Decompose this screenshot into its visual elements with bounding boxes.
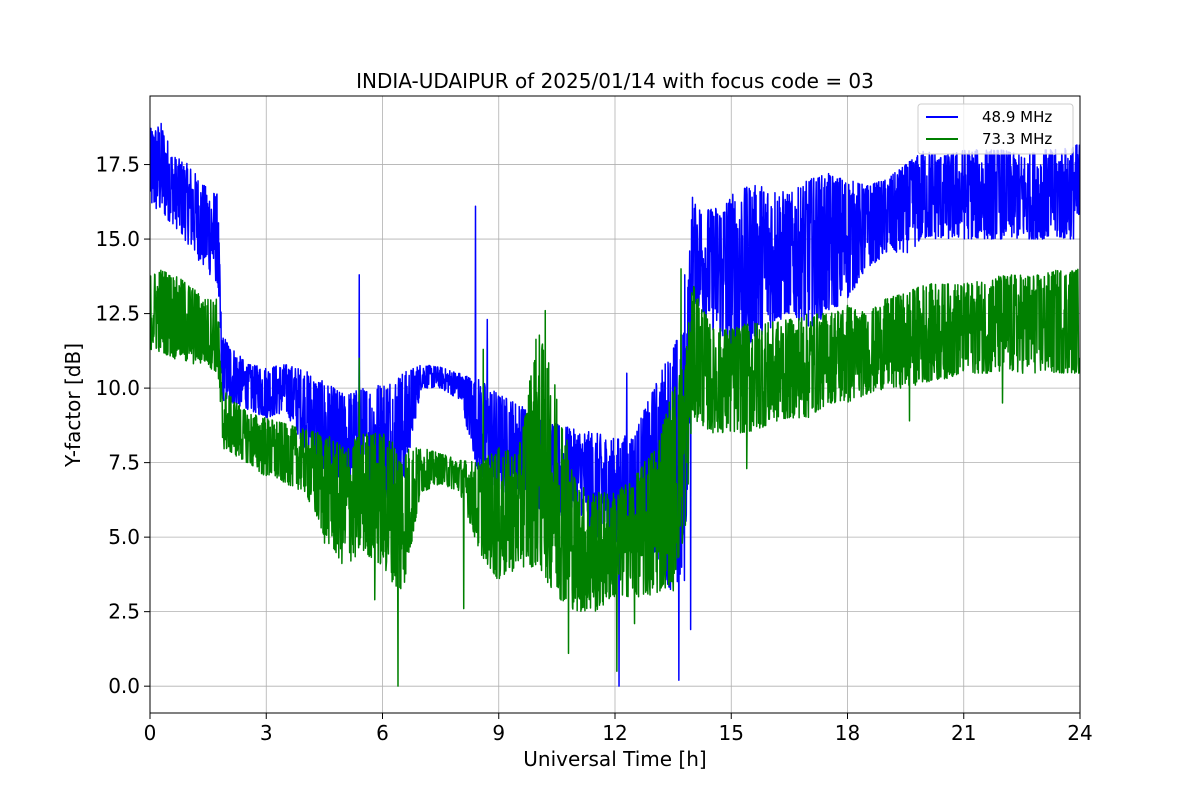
- legend-label: 48.9 MHz: [982, 108, 1052, 126]
- y-tick-label: 10.0: [95, 376, 140, 400]
- y-axis-label: Y-factor [dB]: [61, 343, 85, 468]
- x-tick-label: 9: [492, 721, 505, 745]
- x-tick-label: 6: [376, 721, 389, 745]
- x-tick-label: 21: [951, 721, 976, 745]
- y-tick-label: 12.5: [95, 302, 140, 326]
- y-tick-label: 7.5: [108, 451, 140, 475]
- chart-title: INDIA-UDAIPUR of 2025/01/14 with focus c…: [356, 69, 874, 93]
- y-tick-label: 15.0: [95, 227, 140, 251]
- legend: 48.9 MHz 73.3 MHz: [917, 103, 1074, 155]
- series-layer: [150, 122, 1080, 687]
- x-tick-label: 18: [835, 721, 860, 745]
- y-tick-label: 5.0: [108, 525, 140, 549]
- x-axis-label: Universal Time [h]: [523, 747, 706, 771]
- series-line-second: [150, 268, 1080, 687]
- x-tick-label: 12: [602, 721, 627, 745]
- x-tick-label: 3: [260, 721, 273, 745]
- x-tick-label: 0: [144, 721, 157, 745]
- legend-label: 73.3 MHz: [982, 130, 1052, 148]
- y-tick-label: 17.5: [95, 153, 140, 177]
- x-tick-label: 24: [1067, 721, 1092, 745]
- axis-ticks: 0 3 6 9 12 15 18 21 24 0.0 2.5 5.0 7.5 10.0 12.5 15.0 17…: [95, 153, 1092, 745]
- x-tick-label: 15: [719, 721, 744, 745]
- y-tick-label: 0.0: [108, 674, 140, 698]
- y-tick-label: 2.5: [108, 600, 140, 624]
